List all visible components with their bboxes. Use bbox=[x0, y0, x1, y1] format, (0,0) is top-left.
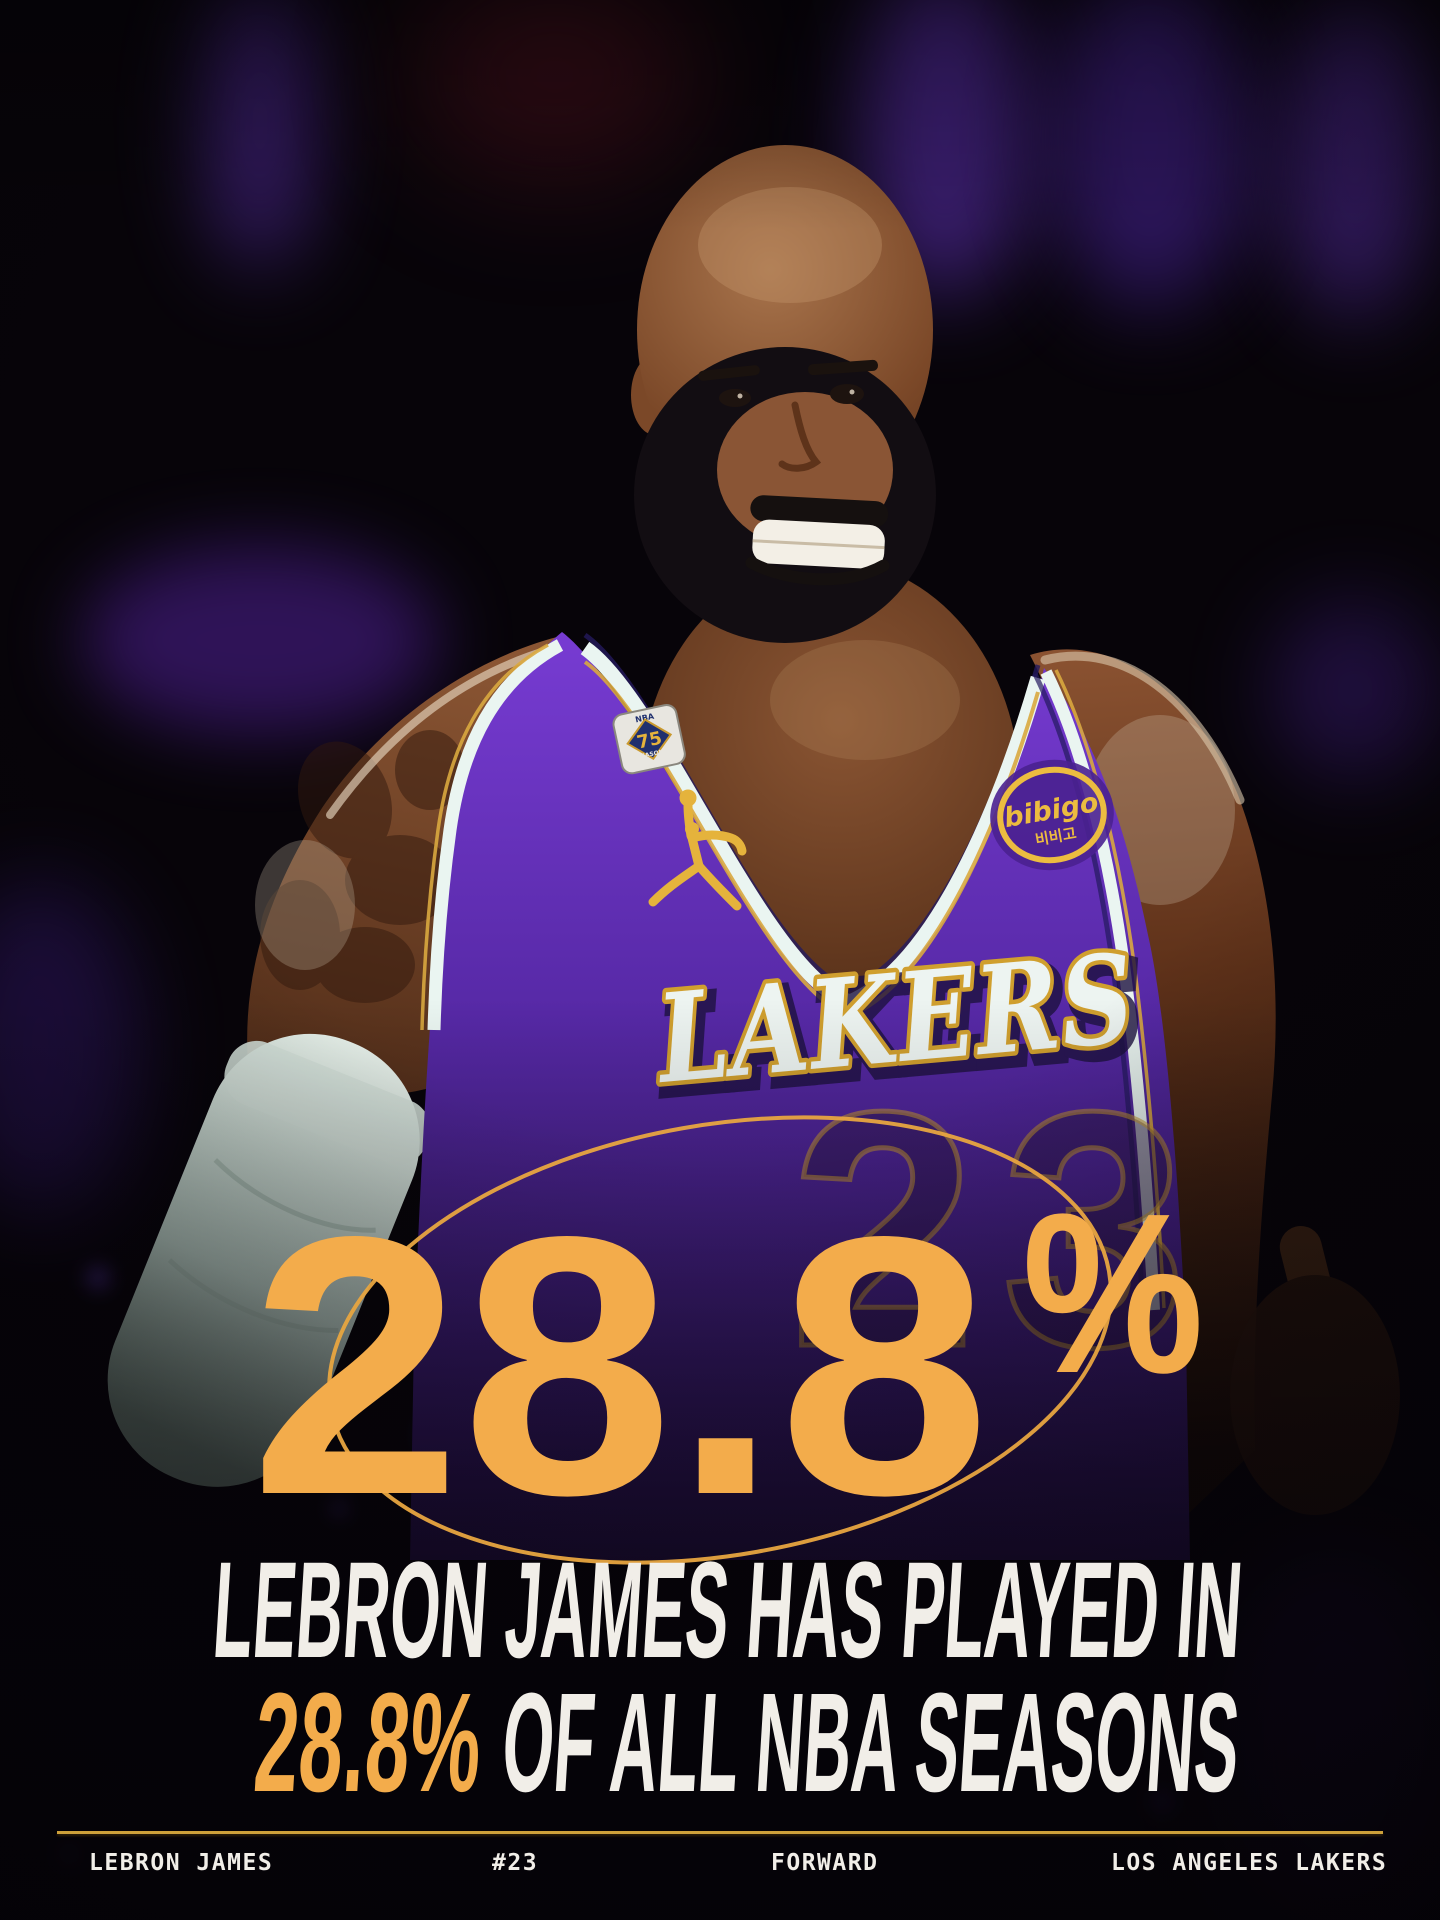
footer-jersey-number: #23 bbox=[492, 1850, 539, 1876]
headline-line2-rest: OF ALL NBA SEASONS bbox=[498, 1663, 1244, 1821]
headline-line2-highlight: 28.8% bbox=[250, 1663, 486, 1821]
stat-percent-sign: % bbox=[1022, 1167, 1204, 1421]
headline-line1: LEBRON JAMES HAS PLAYED IN bbox=[209, 1534, 1246, 1687]
hand-drawn-circle-annotation bbox=[327, 1115, 1113, 1565]
stat-big-number: 28.8 bbox=[250, 1160, 990, 1571]
footer-gold-divider bbox=[57, 1831, 1383, 1834]
footer-position: FORWARD bbox=[771, 1850, 879, 1876]
footer-team: LOS ANGELES LAKERS bbox=[1111, 1850, 1388, 1876]
footer-player-name: LEBRON JAMES bbox=[89, 1850, 274, 1876]
